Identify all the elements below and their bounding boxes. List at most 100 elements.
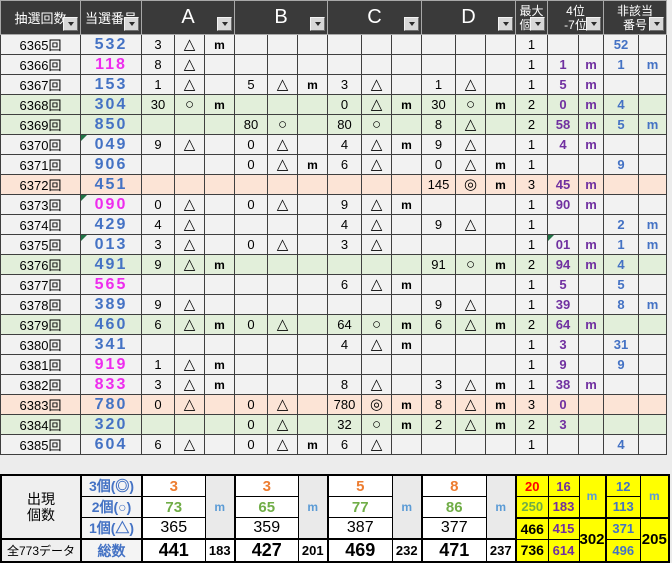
group-b-number-cell[interactable]: 80 bbox=[234, 114, 268, 135]
group-b-symbol-cell[interactable]: ○ bbox=[267, 114, 298, 135]
group-c-number-cell[interactable] bbox=[327, 354, 362, 375]
m-marker-b[interactable]: m bbox=[297, 474, 329, 540]
nonmatch-sub-total[interactable]: 205 bbox=[640, 516, 670, 563]
rank-4-7-m-cell[interactable] bbox=[578, 294, 604, 315]
group-d-symbol-cell[interactable] bbox=[455, 434, 486, 455]
group-c-number-cell[interactable]: 64 bbox=[327, 314, 362, 335]
group-b-symbol-cell[interactable] bbox=[267, 94, 298, 115]
total-c[interactable]: 469 bbox=[327, 538, 393, 563]
rank-4-7-m-cell[interactable]: m bbox=[578, 314, 604, 335]
row-label-triple[interactable]: 3個(◎) bbox=[80, 474, 143, 497]
group-a-m-cell[interactable] bbox=[204, 434, 235, 455]
group-d-number-cell[interactable] bbox=[421, 354, 456, 375]
group-a-number-cell[interactable] bbox=[141, 334, 175, 355]
group-d-number-cell[interactable] bbox=[421, 334, 456, 355]
nonmatch-number-cell[interactable]: 52 bbox=[603, 34, 639, 55]
group-b-number-cell[interactable]: 0 bbox=[234, 434, 268, 455]
nonmatch-number-cell[interactable]: 31 bbox=[603, 334, 639, 355]
nonmatch-number-cell[interactable]: 5 bbox=[603, 274, 639, 295]
group-d-m-cell[interactable] bbox=[485, 294, 516, 315]
nonmatch-number-cell[interactable] bbox=[603, 134, 639, 155]
sub-total-d[interactable]: 237 bbox=[485, 538, 517, 563]
nonmatch-m-cell[interactable] bbox=[638, 434, 667, 455]
draw-number-cell[interactable]: 6382回 bbox=[0, 374, 81, 395]
draw-number-cell[interactable]: 6372回 bbox=[0, 174, 81, 195]
max-count-cell[interactable]: 2 bbox=[515, 314, 548, 335]
group-c-symbol-cell[interactable]: △ bbox=[361, 194, 392, 215]
group-a-symbol-cell[interactable]: △ bbox=[174, 374, 205, 395]
group-d-number-cell[interactable]: 6 bbox=[421, 314, 456, 335]
group-b-number-cell[interactable] bbox=[234, 214, 268, 235]
group-d-m-cell[interactable]: m bbox=[485, 314, 516, 335]
group-b-number-cell[interactable]: 0 bbox=[234, 154, 268, 175]
group-b-symbol-cell[interactable]: △ bbox=[267, 314, 298, 335]
group-d-m-cell[interactable] bbox=[485, 274, 516, 295]
max-total-double[interactable]: 250 bbox=[515, 496, 549, 518]
group-c-number-cell[interactable]: 3 bbox=[327, 234, 362, 255]
group-b-number-cell[interactable] bbox=[234, 334, 268, 355]
max-count-cell[interactable]: 1 bbox=[515, 274, 548, 295]
group-b-m-cell[interactable]: m bbox=[297, 434, 328, 455]
rank-4-7-number-cell[interactable]: 39 bbox=[547, 294, 579, 315]
nonmatch-m-cell[interactable]: m bbox=[638, 234, 667, 255]
group-a-m-cell[interactable] bbox=[204, 394, 235, 415]
nonmatch-number-cell[interactable]: 5 bbox=[603, 114, 639, 135]
max-count-cell[interactable]: 1 bbox=[515, 334, 548, 355]
winning-number-cell[interactable]: 341 bbox=[80, 334, 142, 355]
group-a-m-cell[interactable] bbox=[204, 114, 235, 135]
m-marker-a[interactable]: m bbox=[204, 474, 236, 540]
group-c-symbol-cell[interactable]: △ bbox=[361, 274, 392, 295]
group-a-m-cell[interactable] bbox=[204, 54, 235, 75]
group-d-symbol-cell[interactable]: ○ bbox=[455, 254, 486, 275]
group-d-symbol-cell[interactable]: △ bbox=[455, 414, 486, 435]
group-c-symbol-cell[interactable]: △ bbox=[361, 74, 392, 95]
nonmatch-m-cell[interactable] bbox=[638, 394, 667, 415]
rank-4-7-m-cell[interactable]: m bbox=[578, 254, 604, 275]
group-b-m-cell[interactable] bbox=[297, 174, 328, 195]
group-d-symbol-cell[interactable]: △ bbox=[455, 154, 486, 175]
rank-total-single[interactable]: 415 bbox=[547, 516, 580, 540]
nonmatch-number-cell[interactable] bbox=[603, 414, 639, 435]
group-c-number-cell[interactable]: 9 bbox=[327, 194, 362, 215]
group-a-m-cell[interactable] bbox=[204, 154, 235, 175]
group-c-m-cell[interactable] bbox=[391, 254, 422, 275]
nonmatch-m-cell[interactable] bbox=[638, 334, 667, 355]
group-b-number-cell[interactable] bbox=[234, 54, 268, 75]
group-a-m-cell[interactable]: m bbox=[204, 254, 235, 275]
filter-dropdown-button[interactable] bbox=[530, 17, 545, 31]
group-c-symbol-cell[interactable]: ◎ bbox=[361, 394, 392, 415]
group-d-number-cell[interactable]: 9 bbox=[421, 294, 456, 315]
group-b-m-cell[interactable] bbox=[297, 394, 328, 415]
group-d-number-cell[interactable]: 145 bbox=[421, 174, 456, 195]
group-a-m-cell[interactable] bbox=[204, 414, 235, 435]
max-count-cell[interactable]: 1 bbox=[515, 134, 548, 155]
group-d-number-cell[interactable]: 9 bbox=[421, 134, 456, 155]
group-a-symbol-cell[interactable] bbox=[174, 174, 205, 195]
count-d-double[interactable]: 86 bbox=[421, 496, 487, 518]
row-label-single[interactable]: 1個(△) bbox=[80, 517, 143, 540]
group-d-symbol-cell[interactable]: △ bbox=[455, 314, 486, 335]
max-count-cell[interactable]: 1 bbox=[515, 434, 548, 455]
group-b-symbol-cell[interactable] bbox=[267, 34, 298, 55]
nonmatch-m-cell[interactable] bbox=[638, 254, 667, 275]
group-a-number-cell[interactable]: 3 bbox=[141, 34, 175, 55]
group-d-symbol-cell[interactable] bbox=[455, 354, 486, 375]
group-b-symbol-cell[interactable]: △ bbox=[267, 134, 298, 155]
count-a-single[interactable]: 365 bbox=[141, 517, 206, 540]
group-b-symbol-cell[interactable] bbox=[267, 254, 298, 275]
rank-4-7-number-cell[interactable]: 0 bbox=[547, 94, 579, 115]
nonmatch-m-cell[interactable] bbox=[638, 414, 667, 435]
nonmatch-m-cell[interactable]: m bbox=[638, 114, 667, 135]
rank-4-7-m-cell[interactable] bbox=[578, 394, 604, 415]
rank-4-7-number-cell[interactable]: 38 bbox=[547, 374, 579, 395]
max-total-single[interactable]: 466 bbox=[515, 516, 549, 540]
rank-4-7-number-cell[interactable] bbox=[547, 214, 579, 235]
nonmatch-number-cell[interactable] bbox=[603, 394, 639, 415]
winning-number-cell[interactable]: 919 bbox=[80, 354, 142, 375]
rank-4-7-number-cell[interactable]: 3 bbox=[547, 334, 579, 355]
group-d-m-cell[interactable]: m bbox=[485, 154, 516, 175]
nonmatch-m-cell[interactable] bbox=[638, 154, 667, 175]
group-c-number-cell[interactable]: 6 bbox=[327, 434, 362, 455]
group-a-m-cell[interactable] bbox=[204, 274, 235, 295]
nonmatch-total-triple[interactable]: 12 bbox=[604, 474, 642, 497]
